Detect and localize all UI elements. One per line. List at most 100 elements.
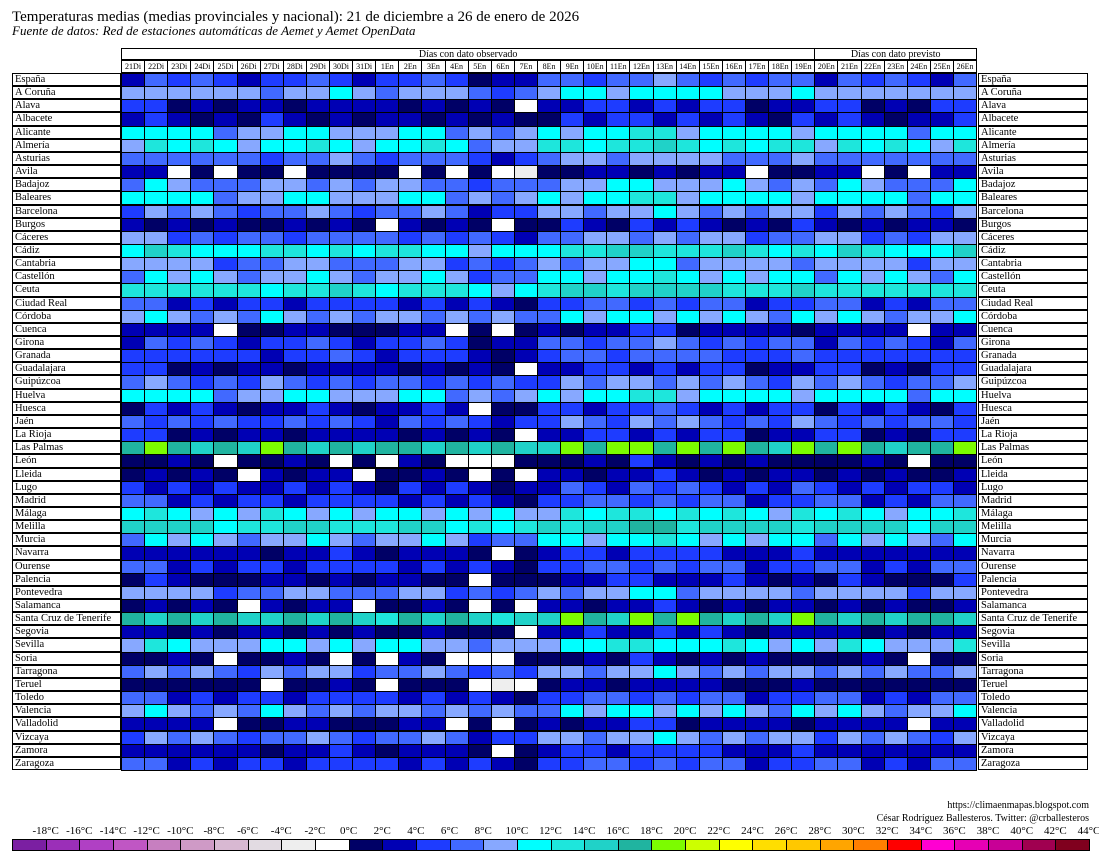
- heatmap-cell: [328, 533, 354, 548]
- heatmap-cell: [144, 336, 169, 351]
- heatmap-cell: [213, 691, 238, 706]
- heatmap-cell: [883, 480, 908, 495]
- heatmap-cell: [583, 151, 608, 167]
- heatmap-cell: [467, 362, 492, 377]
- heatmap-cell: [282, 638, 307, 653]
- heatmap-cell: [929, 204, 954, 219]
- legend-swatch: [819, 839, 855, 851]
- heatmap-cell: [560, 585, 585, 600]
- heatmap-cell: [721, 585, 746, 600]
- heatmap-cell: [929, 99, 954, 114]
- heatmap-cell: [467, 86, 492, 101]
- day-label: 26Di: [236, 60, 261, 73]
- heatmap-cell: [282, 138, 307, 153]
- heatmap-cell: [860, 717, 885, 732]
- heatmap-cell: [952, 375, 978, 390]
- heatmap-cell: [675, 86, 700, 101]
- heatmap-cell: [721, 243, 746, 259]
- credit-url[interactable]: https://climaenmapas.blogspot.com: [947, 800, 1089, 811]
- legend-tick-label: 22°C: [707, 825, 731, 837]
- heatmap-cell: [536, 691, 562, 706]
- row-label: España: [12, 73, 121, 87]
- heatmap-cell: [352, 401, 377, 416]
- heatmap-cell: [259, 73, 284, 88]
- heatmap-cell: [513, 257, 538, 272]
- heatmap-cell: [860, 362, 885, 377]
- row-label-right: Segovia: [978, 625, 1088, 639]
- heatmap-cell: [721, 414, 746, 430]
- heatmap-cell: [328, 546, 354, 561]
- heatmap-cell: [837, 599, 862, 614]
- heatmap-cell: [444, 322, 469, 337]
- heatmap-cell: [144, 230, 169, 245]
- heatmap-cell: [421, 375, 446, 390]
- heatmap-cell: [213, 493, 238, 508]
- heatmap-cell: [259, 375, 284, 390]
- heatmap-cell: [929, 257, 954, 272]
- heatmap-cell: [190, 585, 215, 600]
- heatmap-cell: [167, 151, 192, 167]
- heatmap-cell: [352, 585, 377, 600]
- heatmap-cell: [629, 322, 654, 337]
- row-label-right: Girona: [978, 336, 1088, 350]
- heatmap-cell: [305, 336, 330, 351]
- heatmap-cell: [375, 388, 400, 403]
- heatmap-cell: [444, 756, 469, 771]
- legend-swatch: [415, 839, 451, 851]
- heatmap-cell: [606, 612, 631, 627]
- heatmap-cell: [698, 349, 723, 364]
- heatmap-cell: [929, 625, 954, 640]
- heatmap-cell: [883, 151, 908, 167]
- heatmap-cell: [467, 677, 492, 693]
- heatmap-cell: [721, 572, 746, 587]
- heatmap-cell: [305, 99, 330, 114]
- heatmap-cell: [536, 349, 562, 364]
- heatmap-cell: [467, 414, 492, 430]
- heatmap-cell: [144, 454, 169, 469]
- heatmap-cell: [536, 651, 562, 666]
- heatmap-cell: [791, 743, 816, 758]
- heatmap-cell: [721, 441, 746, 456]
- heatmap-cell: [837, 638, 862, 653]
- heatmap-cell: [121, 191, 146, 206]
- heatmap-cell: [121, 230, 146, 245]
- heatmap-cell: [560, 599, 585, 614]
- heatmap-cell: [328, 467, 354, 482]
- heatmap-cell: [952, 743, 978, 758]
- heatmap-cell: [536, 243, 562, 259]
- heatmap-cell: [398, 506, 423, 522]
- heatmap-cell: [536, 138, 562, 153]
- heatmap-cell: [744, 585, 770, 600]
- heatmap-cell: [560, 178, 585, 193]
- heatmap-cell: [837, 86, 862, 101]
- heatmap-cell: [398, 191, 423, 206]
- heatmap-cell: [328, 362, 354, 377]
- heatmap-cell: [744, 454, 770, 469]
- heatmap-cell: [305, 717, 330, 732]
- heatmap-cell: [929, 691, 954, 706]
- heatmap-cell: [490, 493, 515, 508]
- heatmap-cell: [768, 585, 793, 600]
- heatmap-cell: [768, 165, 793, 180]
- heatmap-cell: [352, 559, 377, 574]
- heatmap-cell: [467, 99, 492, 114]
- row-label-right: Tarragona: [978, 664, 1088, 678]
- heatmap-cell: [467, 165, 492, 180]
- heatmap-cell: [213, 86, 238, 101]
- heatmap-cell: [791, 520, 816, 535]
- heatmap-cell: [328, 270, 354, 285]
- heatmap-cell: [513, 99, 538, 114]
- row-label-right: España: [978, 73, 1088, 87]
- heatmap-cell: [421, 730, 446, 745]
- heatmap-cell: [952, 599, 978, 614]
- heatmap-cell: [144, 73, 169, 88]
- heatmap-cell: [560, 559, 585, 574]
- heatmap-cell: [883, 441, 908, 456]
- heatmap-cell: [213, 112, 238, 127]
- heatmap-cell: [675, 125, 700, 140]
- heatmap-cell: [213, 73, 238, 88]
- heatmap-cell: [144, 467, 169, 482]
- heatmap-cell: [236, 151, 261, 167]
- heatmap-cell: [814, 691, 839, 706]
- heatmap-cell: [328, 730, 354, 745]
